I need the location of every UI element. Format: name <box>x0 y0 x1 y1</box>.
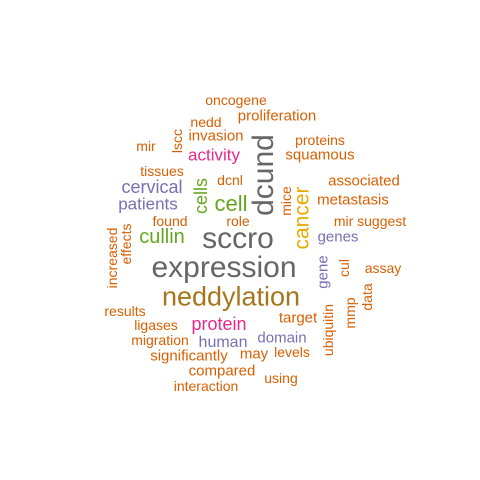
word: patients <box>118 194 178 214</box>
word: cullin <box>139 226 185 248</box>
word: found <box>152 213 188 229</box>
word: cancer <box>290 186 314 250</box>
word: tissues <box>140 163 184 179</box>
word: compared <box>188 362 256 380</box>
word: metastasis <box>317 191 389 209</box>
word: proliferation <box>237 107 317 125</box>
word: oncogene <box>205 92 267 108</box>
word: interaction <box>173 378 239 394</box>
word: mir suggest <box>333 213 407 229</box>
word: ubiquitin <box>320 303 336 357</box>
word: mir <box>136 138 156 154</box>
word: may <box>239 345 269 363</box>
word: cell <box>214 191 248 216</box>
word: squamous <box>285 146 355 164</box>
word: mmp <box>342 297 358 329</box>
word: data <box>359 283 375 311</box>
word: cul <box>336 259 352 277</box>
word: role <box>226 213 250 229</box>
word: activity <box>188 145 240 165</box>
word: nedd <box>190 114 222 130</box>
word: levels <box>274 344 310 360</box>
word: target <box>278 309 318 327</box>
word: human <box>198 334 248 351</box>
word: results <box>104 303 146 319</box>
word: neddylation <box>161 281 301 312</box>
word: sccro <box>202 222 274 255</box>
word: increased <box>104 227 120 289</box>
word: genes <box>317 228 359 246</box>
word: ligases <box>134 317 178 333</box>
word: protein <box>191 314 247 334</box>
word: lscc <box>169 128 185 154</box>
word: migration <box>131 332 189 348</box>
word: domain <box>257 329 307 347</box>
word: significantly <box>150 347 228 365</box>
word: dcnl <box>217 172 243 188</box>
word: effects <box>118 223 134 265</box>
word: proteins <box>295 132 345 148</box>
word: cells <box>191 177 211 215</box>
word: associated <box>328 172 400 190</box>
word: assay <box>364 260 402 276</box>
word: using <box>264 370 298 386</box>
word: gene <box>314 255 332 289</box>
word: expression <box>151 251 297 284</box>
word: invasion <box>188 127 244 145</box>
word: cervical <box>121 177 183 197</box>
word: dcund <box>247 134 280 216</box>
